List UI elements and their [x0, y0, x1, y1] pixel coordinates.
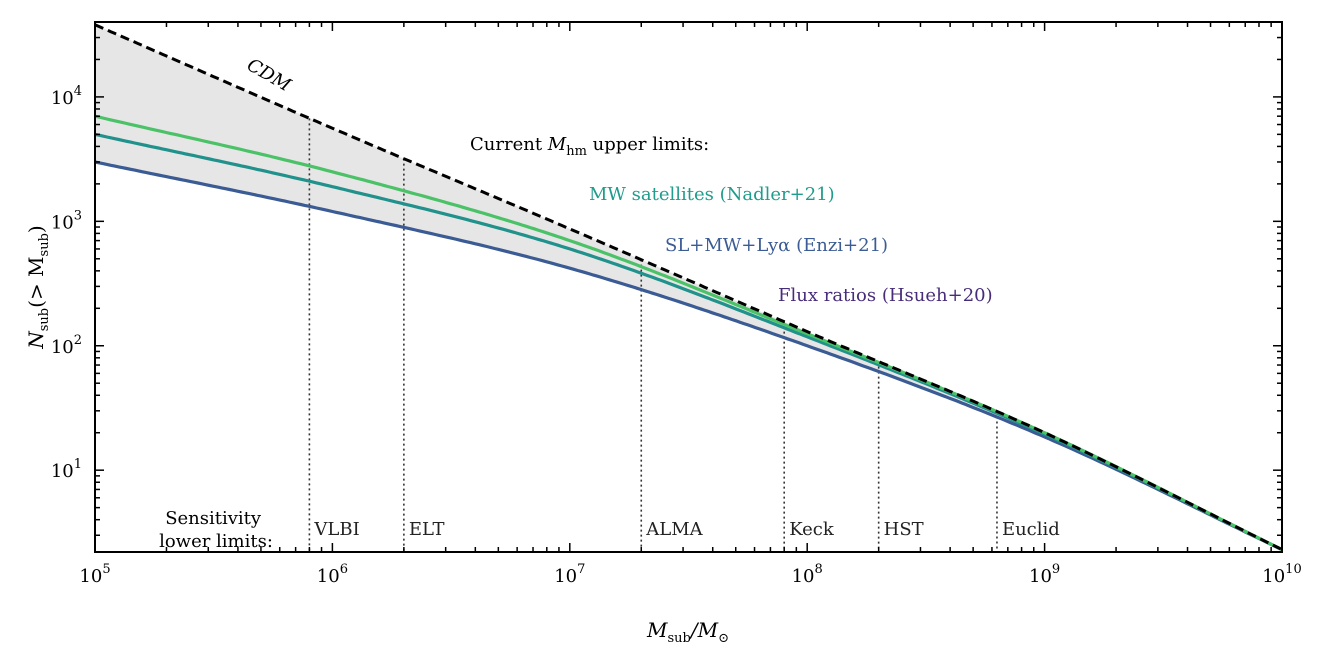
instrument-label-keck: Keck: [789, 519, 835, 540]
x-tick-label: 109: [1029, 562, 1060, 587]
series-line-flux-ratios-hsueh-20-: [94, 160, 1283, 552]
x-tick-label: 108: [792, 562, 823, 587]
instrument-lines-layer: VLBI ELT ALMA Keck HST Euclid: [308, 118, 1060, 552]
y-tick-label: 101: [51, 457, 82, 482]
label-sl-mw-lya: SL+MW+Lyα (Enzi+21): [665, 235, 888, 256]
instrument-label-vlbi: VLBI: [313, 519, 359, 540]
x-axis-label: Msub/M⊙: [646, 618, 729, 646]
shaded-region-layer: [95, 24, 1282, 550]
y-tick-label: 103: [51, 208, 82, 233]
series-line-cdm: [94, 23, 1283, 551]
instrument-label-euclid: Euclid: [1002, 519, 1060, 540]
x-tick-label: 107: [554, 562, 585, 587]
y-tick-label: 104: [51, 84, 82, 109]
x-tick-label: 1010: [1262, 562, 1301, 587]
series-line-mw-satellites-nadler-21-: [94, 114, 1283, 552]
ticks-layer: 105 106 107 108 109 1010 101 102 103 104: [51, 21, 1302, 587]
x-tick-label: 106: [317, 562, 348, 587]
y-axis-label: Nsub(> Msub): [24, 225, 52, 349]
sensitivity-label: Sensitivity lower limits:: [159, 508, 273, 552]
instrument-label-hst: HST: [884, 519, 924, 540]
instrument-label-alma: ALMA: [645, 519, 703, 540]
y-tick-label: 102: [51, 333, 82, 358]
label-mw-satellites: MW satellites (Nadler+21): [589, 184, 835, 205]
x-tick-label: 105: [79, 562, 110, 587]
instrument-label-elt: ELT: [409, 519, 445, 540]
current-limits-label: Current Mhm upper limits:: [470, 134, 709, 159]
series-layer: [94, 23, 1283, 552]
shaded-region: [95, 24, 1282, 550]
label-flux-ratios: Flux ratios (Hsueh+20): [778, 285, 993, 306]
